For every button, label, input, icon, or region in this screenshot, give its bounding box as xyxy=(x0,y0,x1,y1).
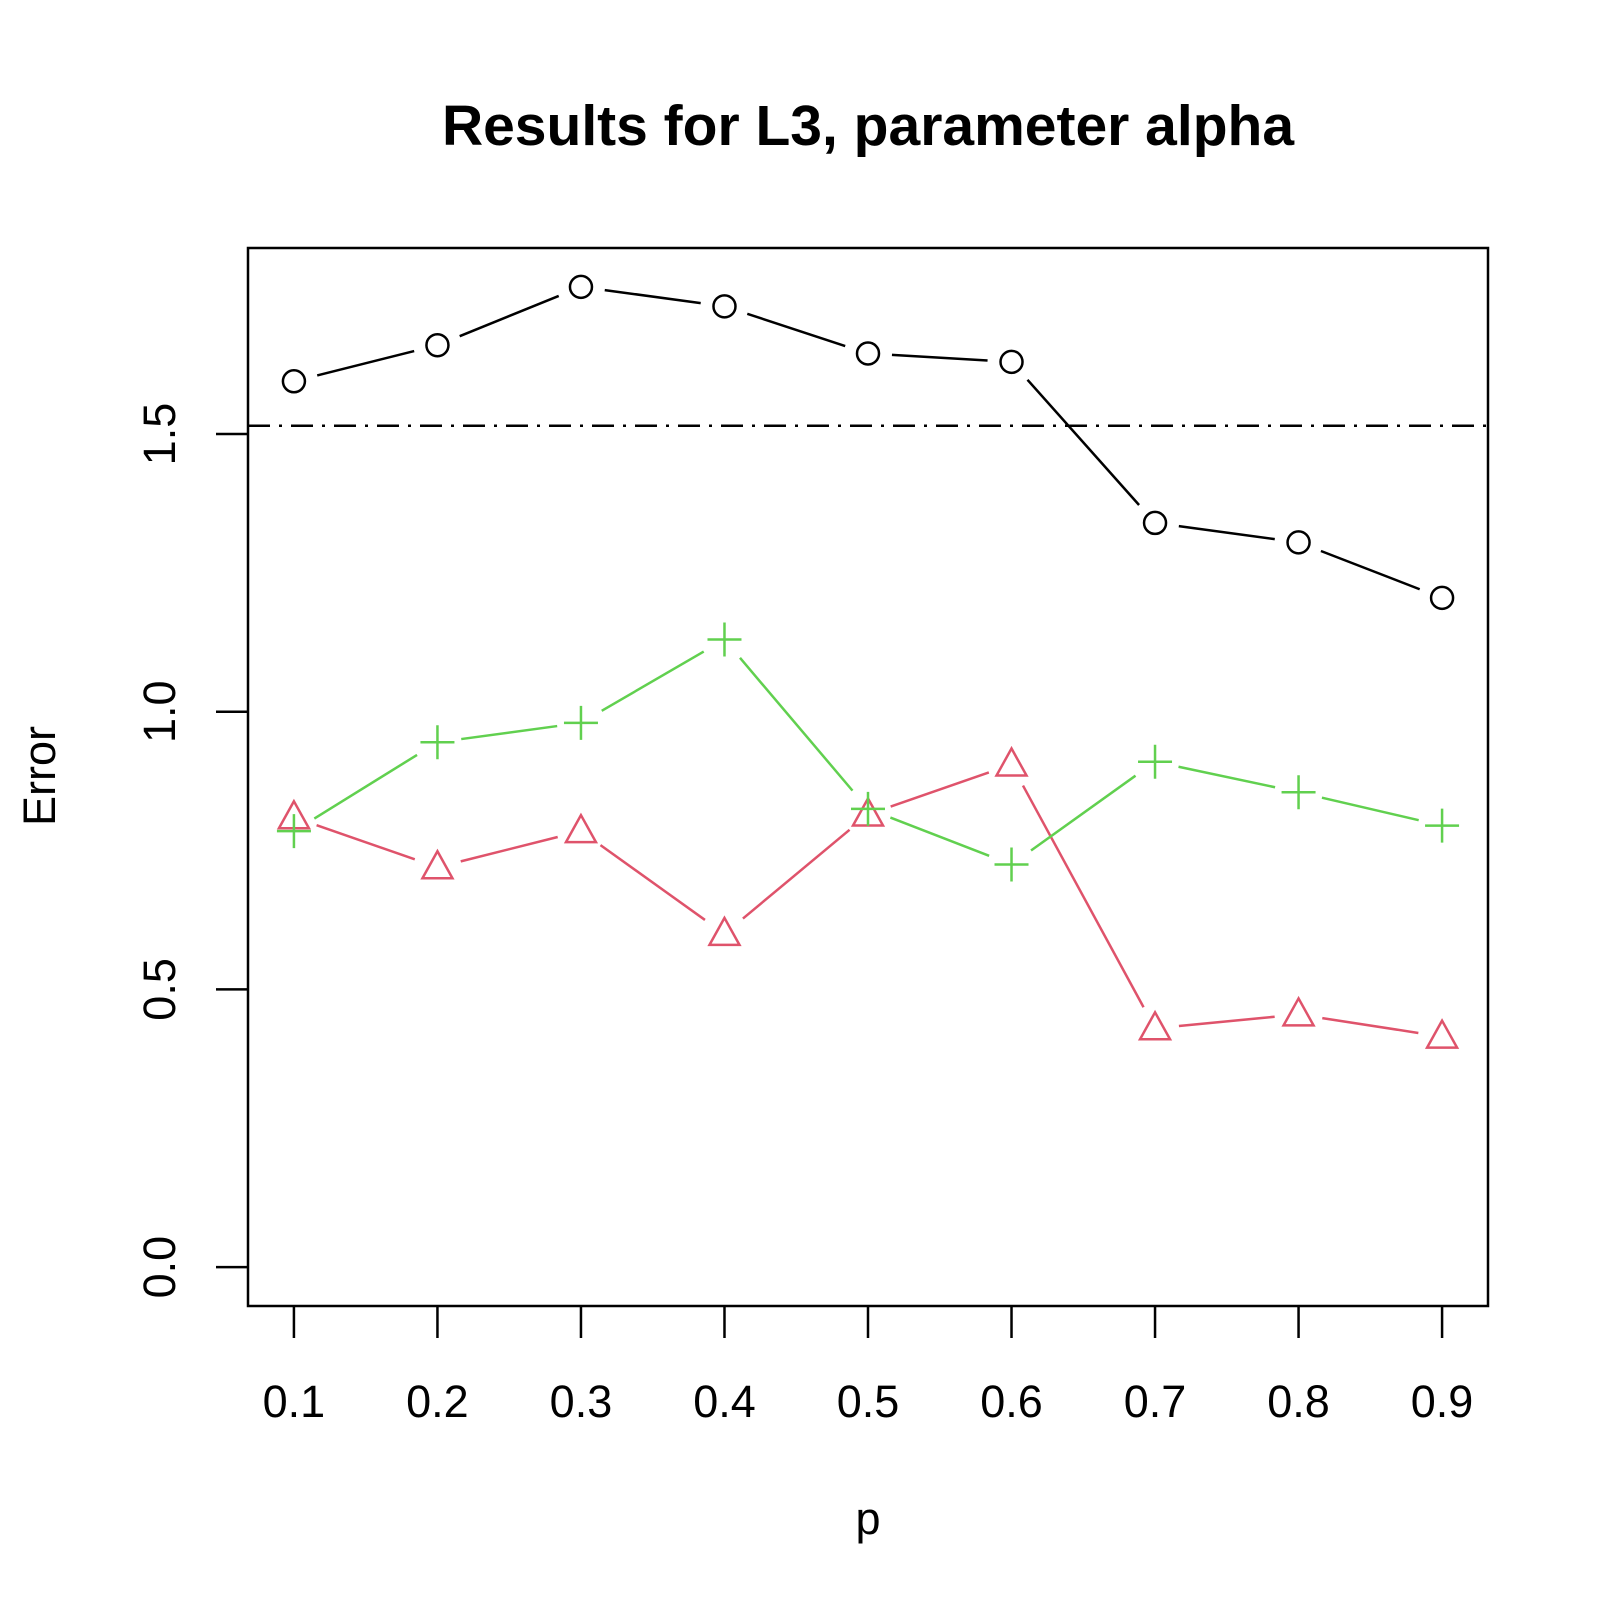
series-segment xyxy=(1030,774,1137,852)
series-segment xyxy=(599,844,706,921)
data-point xyxy=(1425,808,1460,843)
x-axis-label: p xyxy=(855,1493,880,1544)
x-tick-label: 0.6 xyxy=(980,1376,1043,1427)
series-segment xyxy=(459,294,560,338)
y-tick-label: 0.0 xyxy=(134,1236,185,1299)
series-segment xyxy=(604,288,701,305)
x-tick-label: 0.1 xyxy=(263,1376,326,1427)
series-segment xyxy=(1178,1015,1275,1028)
series-segment xyxy=(461,724,558,741)
x-tick-label: 0.5 xyxy=(837,1376,900,1427)
data-point xyxy=(1137,1009,1173,1041)
series-segment xyxy=(1021,784,1145,1008)
x-tick-label: 0.9 xyxy=(1411,1376,1474,1427)
series-segment xyxy=(316,823,416,861)
x-tick-label: 0.3 xyxy=(550,1376,613,1427)
chart-title: Results for L3, parameter alpha xyxy=(442,94,1295,158)
y-tick-label: 1.5 xyxy=(134,403,185,466)
series-segment xyxy=(891,353,988,362)
plot-frame xyxy=(246,246,1490,1308)
data-point xyxy=(1424,1018,1460,1049)
series-segment xyxy=(1178,765,1276,789)
data-point xyxy=(1142,510,1168,536)
series-segment xyxy=(1178,524,1275,541)
series-segment xyxy=(889,816,990,857)
x-tick-label: 0.7 xyxy=(1124,1376,1187,1427)
x-axis: 0.1 0.2 0.3 0.4 0.5 0.6 0.7 0.8 0.9 xyxy=(263,1306,1474,1427)
data-point xyxy=(1138,744,1173,779)
series-segment xyxy=(1026,378,1141,506)
series-segment xyxy=(742,828,851,920)
data-point xyxy=(420,848,455,880)
data-point xyxy=(276,814,311,849)
series-segment xyxy=(313,753,418,820)
data-point xyxy=(425,332,450,358)
series-plus xyxy=(276,622,1460,882)
data-point xyxy=(707,915,742,947)
y-tick-label: 1.0 xyxy=(134,680,185,743)
series-segment xyxy=(601,650,705,712)
y-tick-label: 0.5 xyxy=(134,958,185,1021)
data-point xyxy=(1429,585,1455,611)
data-point xyxy=(707,622,742,657)
y-axis-label: Error xyxy=(14,726,65,826)
data-point xyxy=(563,812,599,844)
x-tick-label: 0.8 xyxy=(1267,1376,1330,1427)
x-tick-label: 0.4 xyxy=(693,1376,756,1427)
data-point xyxy=(1281,995,1316,1027)
series-segment xyxy=(316,349,415,377)
series-segment xyxy=(1321,796,1419,822)
series-segment xyxy=(1322,1016,1419,1035)
x-tick-label: 0.2 xyxy=(406,1376,469,1427)
data-point xyxy=(420,725,455,760)
series-circle xyxy=(281,274,1455,611)
series-segment xyxy=(746,312,846,348)
data-point xyxy=(855,341,881,366)
data-point xyxy=(994,847,1029,882)
data-point xyxy=(999,349,1024,375)
series-segment xyxy=(460,835,558,863)
data-point xyxy=(568,274,594,300)
data-point xyxy=(712,294,737,319)
data-point xyxy=(1281,775,1316,810)
series-segment xyxy=(739,657,854,792)
data-point xyxy=(851,791,885,826)
series-segment xyxy=(890,771,990,808)
data-point xyxy=(563,705,598,740)
y-axis: 0.0 0.5 1.0 1.5 xyxy=(134,403,248,1299)
series-segment xyxy=(1320,549,1421,591)
data-point xyxy=(994,745,1029,777)
series-triangle xyxy=(276,745,1460,1049)
data-point xyxy=(1286,530,1311,555)
series-group xyxy=(276,274,1460,1049)
data-point xyxy=(281,369,307,394)
